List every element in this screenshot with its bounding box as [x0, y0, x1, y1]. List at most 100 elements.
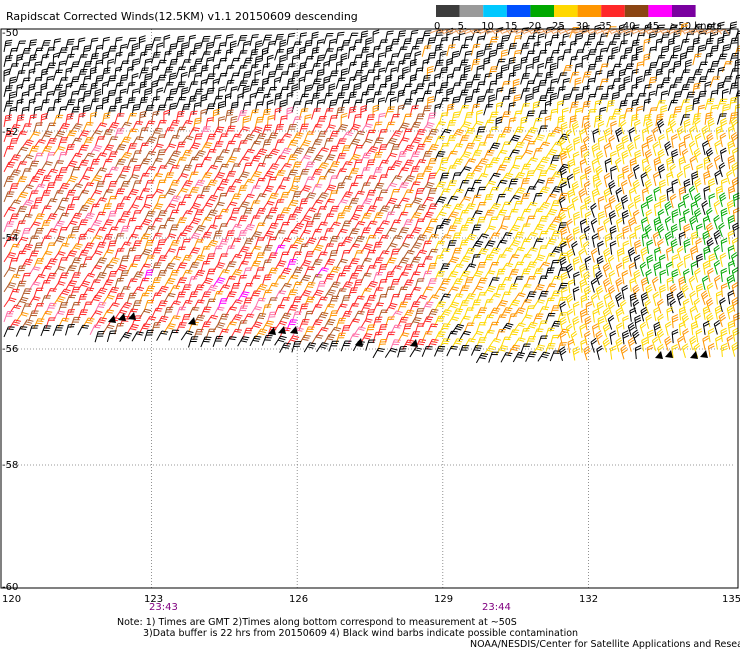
wind-barb — [77, 175, 91, 186]
wind-barb — [384, 316, 395, 328]
wind-barb — [70, 137, 83, 149]
wind-barb — [573, 136, 581, 151]
wind-barb — [28, 190, 39, 202]
wind-barb — [596, 255, 604, 271]
wind-barb — [131, 88, 140, 102]
wind-barb — [15, 296, 29, 307]
wind-barb — [470, 88, 481, 101]
wind-barb — [621, 270, 629, 285]
wind-barb — [168, 88, 178, 101]
wind-barb — [143, 120, 156, 132]
wind-barb — [714, 140, 722, 155]
wind-barb — [156, 255, 168, 266]
wind-barb — [597, 120, 605, 135]
wind-barb — [77, 233, 88, 246]
wind-barb — [706, 222, 714, 238]
wind-barb — [664, 141, 672, 156]
wind-barb — [729, 37, 739, 50]
wind-barb — [670, 223, 678, 239]
legend-swatch — [554, 5, 578, 17]
wind-barb — [131, 240, 143, 252]
wind-barb — [719, 297, 726, 313]
wind-barb — [352, 54, 363, 67]
wind-barb — [28, 68, 36, 82]
wind-barb — [622, 330, 630, 345]
wind-barb — [200, 35, 211, 48]
wind-barb — [734, 45, 740, 57]
wind-barb — [237, 80, 248, 92]
wind-barb — [683, 268, 690, 283]
wind-barb — [279, 297, 291, 308]
wind-barb — [520, 328, 530, 340]
wind-barb — [372, 75, 381, 88]
wind-barb — [434, 166, 447, 177]
wind-barb — [463, 217, 475, 229]
wind-barb — [620, 194, 629, 210]
wind-barb — [163, 203, 177, 214]
wind-barb — [458, 121, 472, 132]
wind-flag — [188, 317, 196, 325]
wind-barb — [495, 71, 503, 85]
wind-barb — [254, 69, 262, 84]
legend-label: 25 — [552, 21, 565, 32]
wind-barb — [217, 328, 230, 340]
wind-barb — [694, 267, 701, 283]
wind-barb — [475, 248, 489, 259]
wind-barb — [727, 290, 735, 305]
wind-barb — [706, 162, 714, 178]
wind-barb — [694, 133, 702, 148]
wind-barb — [603, 247, 611, 263]
wind-barb — [156, 42, 164, 56]
wind-barb — [45, 75, 54, 89]
wind-barb — [163, 66, 174, 79]
wind-barb — [627, 172, 634, 187]
wind-barb — [15, 53, 24, 67]
wind-barb — [463, 96, 473, 109]
wind-barb — [634, 149, 642, 165]
wind-barb — [646, 344, 654, 359]
wind-barb — [45, 228, 58, 239]
wind-barb — [200, 108, 208, 123]
wind-barb — [384, 61, 395, 73]
wind-barb — [266, 297, 278, 309]
wind-barb — [335, 212, 346, 224]
wind-barb — [584, 165, 592, 181]
wind-barb — [641, 216, 648, 232]
wind-barb — [33, 227, 44, 239]
wind-barb — [3, 100, 14, 113]
wind-barb — [426, 233, 439, 245]
legend-swatch — [601, 5, 625, 17]
wind-barb — [229, 238, 242, 250]
wind-barb — [559, 316, 567, 331]
wind-barb — [151, 51, 161, 64]
wind-barb — [94, 272, 107, 283]
wind-barb — [446, 301, 460, 312]
wind-barb — [689, 155, 697, 171]
wind-barb — [644, 164, 652, 179]
wind-barb — [732, 192, 740, 207]
wind-barb — [426, 65, 434, 80]
wind-barb — [580, 173, 587, 188]
wind-barb — [696, 223, 703, 238]
wind-barb — [520, 88, 531, 100]
wind-barb — [500, 64, 508, 78]
wind-barb — [683, 223, 691, 238]
wind-barb — [672, 91, 682, 104]
wind-barb — [298, 303, 309, 315]
wind-barb — [645, 284, 653, 299]
wind-barb — [52, 69, 63, 81]
wind-barb — [507, 283, 519, 295]
wind-barb — [639, 321, 647, 337]
wind-barb — [3, 114, 13, 127]
wind-barb — [20, 258, 33, 270]
wind-barb — [52, 310, 65, 321]
wind-barb — [82, 90, 92, 103]
wind-barb — [303, 342, 317, 353]
wind-barb — [426, 338, 439, 350]
wind-barb — [249, 126, 263, 137]
wind-barb — [298, 32, 307, 45]
wind-barb — [180, 87, 189, 101]
wind-barb — [180, 59, 192, 71]
wind-barb — [377, 112, 386, 126]
wind-barb — [224, 245, 236, 257]
